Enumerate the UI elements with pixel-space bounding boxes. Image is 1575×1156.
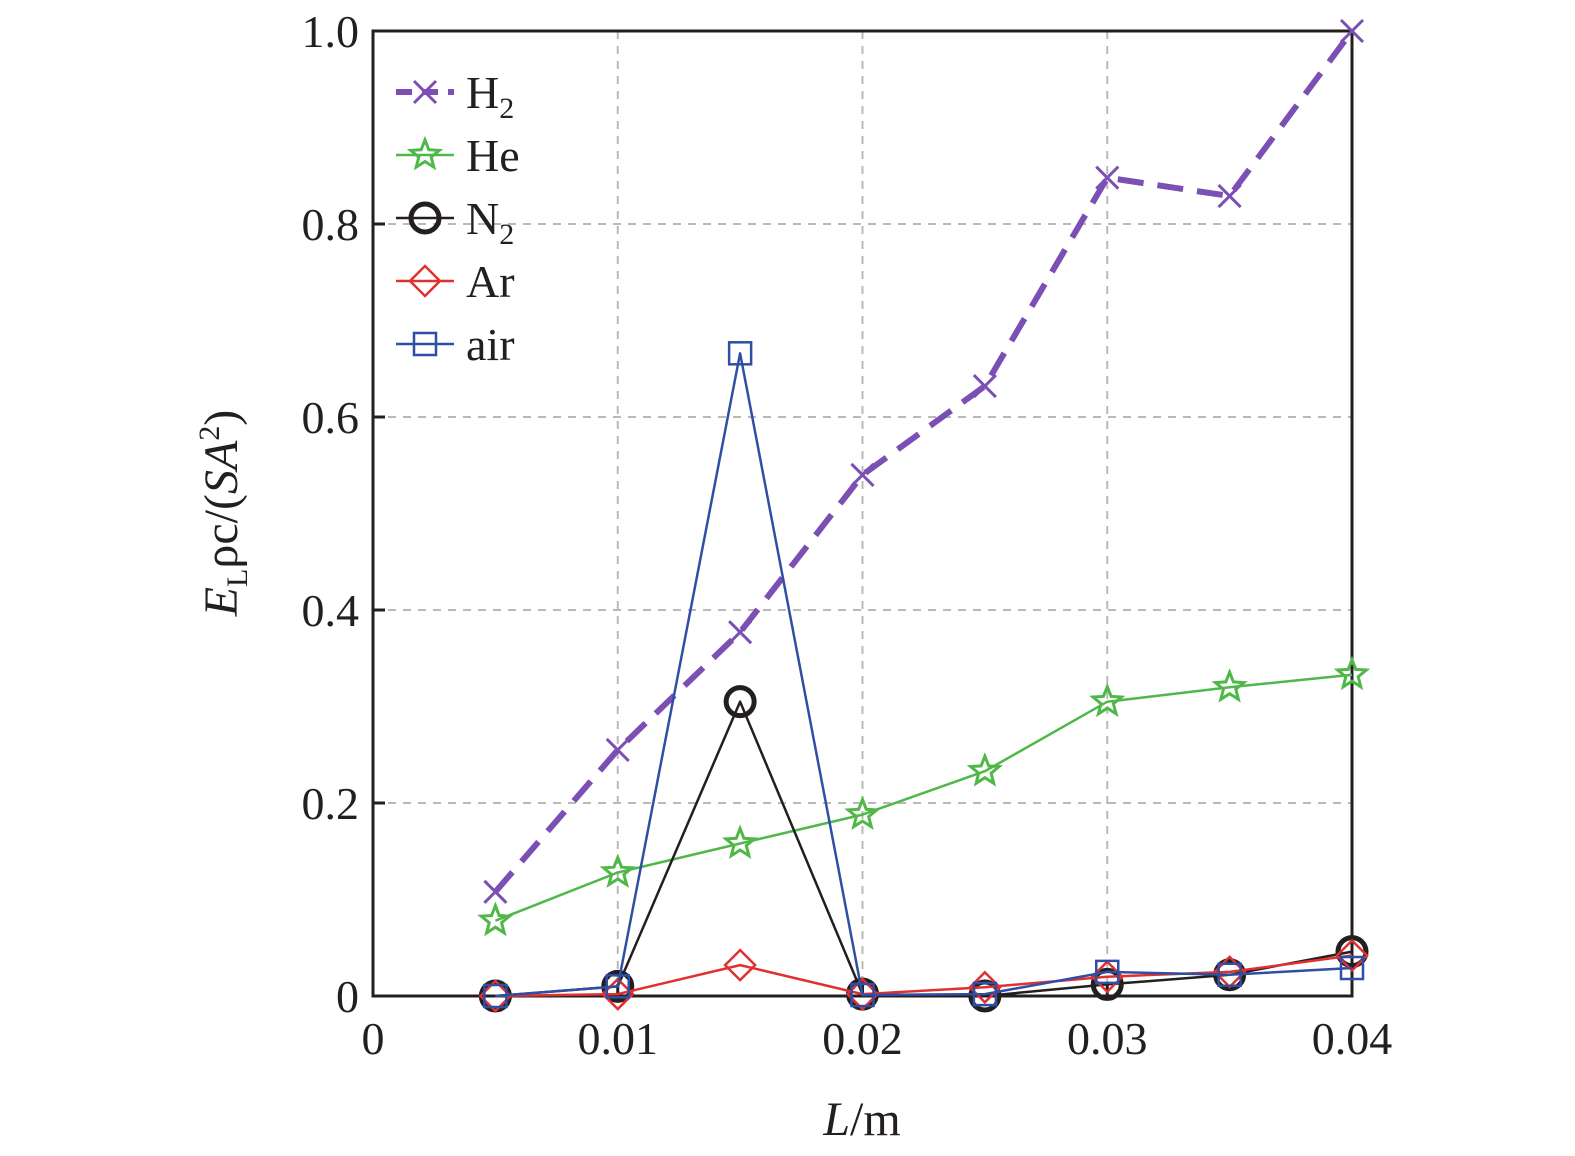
axis-ticks: 0 0.01 0.02 0.03 0.04 0 0.2 0.4 0.6 0.8 1.0 [302, 6, 1393, 1064]
legend-item-he: He [396, 130, 520, 181]
data-point [1339, 955, 1365, 981]
data-point [483, 879, 508, 904]
legend-label: N2 [466, 193, 514, 251]
legend-label: air [466, 319, 515, 370]
y-axis-label: ELρc/(SA2) [193, 410, 254, 618]
data-point [1211, 668, 1248, 703]
legend-marker [408, 264, 442, 298]
data-point [605, 737, 630, 762]
legend-marker [408, 201, 442, 235]
data-point [1217, 962, 1242, 988]
series-he [477, 655, 1371, 937]
legend-item-h2: H2 [396, 67, 514, 125]
data-point [966, 752, 1003, 787]
legend-item-air: air [396, 319, 515, 370]
data-point [1095, 165, 1120, 190]
series-layer [477, 18, 1371, 1013]
series-line-h2 [493, 29, 1355, 894]
series-line-he [494, 673, 1353, 922]
legend-item-ar: Ar [396, 256, 515, 307]
series-line-air [495, 352, 1353, 998]
x-axis-label: L/m [822, 1093, 900, 1146]
x-tick-label: 0.03 [1067, 1013, 1148, 1064]
x-tick-label: 0.01 [578, 1013, 659, 1064]
y-tick-label: 0.4 [302, 585, 360, 636]
grid [373, 31, 1352, 996]
y-tick-label: 0.2 [302, 778, 360, 829]
legend-item-n2: N2 [396, 193, 514, 251]
y-tick-label: 1.0 [302, 6, 360, 57]
data-point [599, 853, 636, 888]
data-point [728, 620, 753, 645]
data-point [844, 795, 881, 831]
data-point [727, 341, 753, 366]
legend-marker [412, 331, 438, 357]
data-point [1090, 967, 1124, 1001]
data-point [477, 901, 514, 937]
data-point [723, 948, 757, 982]
y-tick-label: 0 [336, 971, 359, 1022]
data-point [1335, 938, 1369, 973]
data-point [1333, 655, 1371, 691]
series-line-ar [495, 954, 1353, 998]
legend-marker [412, 79, 438, 105]
data-point [1095, 959, 1120, 985]
data-point [483, 983, 508, 1009]
data-point [850, 462, 875, 487]
legend-label: H2 [466, 67, 514, 125]
data-point [721, 824, 759, 860]
x-tick-label: 0 [362, 1013, 385, 1064]
legend-label: Ar [466, 256, 515, 307]
data-point [972, 981, 998, 1007]
data-point [1217, 183, 1242, 209]
data-point [1339, 18, 1365, 44]
data-point [972, 374, 997, 399]
series-air [483, 341, 1365, 1009]
y-tick-label: 0.6 [302, 392, 360, 443]
x-tick-label: 0.02 [822, 1013, 903, 1064]
data-point [1089, 682, 1126, 718]
y-tick-label: 0.8 [302, 199, 360, 250]
series-h2 [483, 18, 1365, 904]
data-point [723, 685, 757, 719]
legend-marker [406, 135, 444, 171]
data-point [850, 982, 875, 1008]
data-point [605, 974, 630, 999]
x-tick-label: 0.04 [1312, 1013, 1393, 1064]
legend-label: He [466, 130, 520, 181]
data-point [1335, 935, 1369, 969]
